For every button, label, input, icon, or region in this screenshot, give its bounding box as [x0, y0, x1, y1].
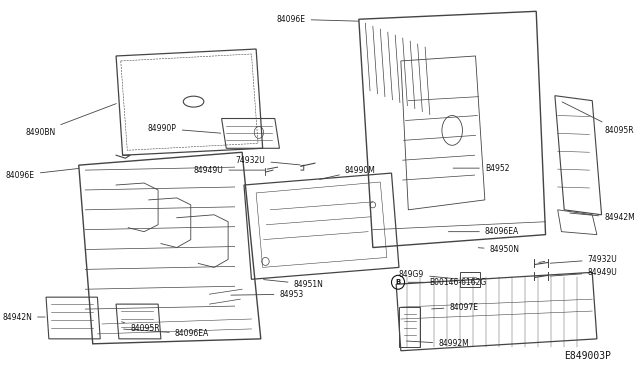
Text: B00146-6162G: B00146-6162G [408, 278, 486, 287]
Text: B4952: B4952 [453, 164, 509, 173]
Text: 84096EA: 84096EA [124, 329, 209, 339]
Text: 84095R: 84095R [122, 322, 160, 333]
Text: 74932U: 74932U [236, 156, 300, 165]
Text: 84096E: 84096E [6, 169, 79, 180]
Text: 84942M: 84942M [570, 213, 635, 222]
Text: 84097E: 84097E [431, 302, 478, 312]
Text: 84096E: 84096E [276, 15, 359, 24]
Text: 74932U: 74932U [550, 255, 618, 264]
Text: 84942N: 84942N [2, 312, 45, 321]
Text: 8490BN: 8490BN [25, 104, 116, 137]
Text: 84990M: 84990M [319, 166, 376, 179]
Text: 84949U: 84949U [550, 268, 618, 277]
Text: 84096EA: 84096EA [449, 227, 519, 236]
Text: B: B [396, 279, 401, 285]
Text: 84951N: 84951N [264, 280, 323, 289]
Text: 84953: 84953 [231, 290, 304, 299]
Text: 84950N: 84950N [478, 245, 520, 254]
Text: 849G9: 849G9 [399, 270, 458, 279]
Text: E849003P: E849003P [564, 351, 611, 361]
Text: 84095R: 84095R [562, 102, 634, 135]
Text: 84992M: 84992M [406, 339, 469, 348]
Text: 84949U: 84949U [194, 166, 266, 174]
Text: 84990P: 84990P [148, 124, 221, 133]
